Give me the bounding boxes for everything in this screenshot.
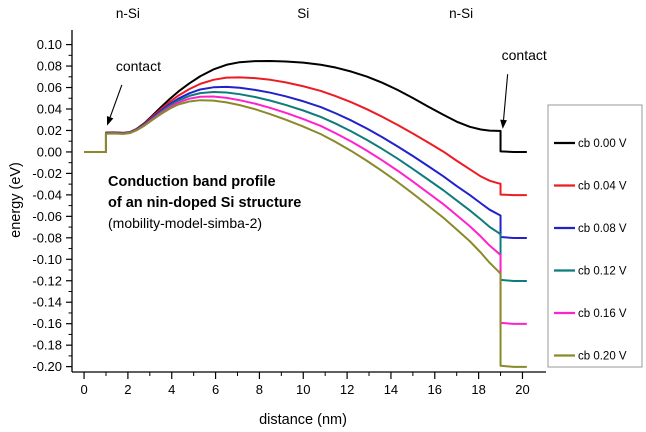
- legend-label[interactable]: cb 0.04 V: [578, 181, 627, 193]
- legend-label[interactable]: cb 0.08 V: [578, 223, 627, 235]
- legend-box: [547, 104, 643, 368]
- y-axis-title: energy (eV): [8, 162, 24, 238]
- note-line: Conduction band profile: [108, 174, 276, 190]
- x-tick-label: 0: [80, 382, 87, 397]
- arrow-shaft: [109, 84, 123, 118]
- y-tick-label: -0.06: [32, 209, 62, 224]
- y-tick-label: 0.10: [37, 37, 62, 52]
- y-tick-label: 0.00: [37, 144, 62, 159]
- x-tick-label: 2: [124, 382, 131, 397]
- y-tick-label: -0.16: [32, 316, 62, 331]
- region-label: n-Si: [116, 6, 140, 21]
- x-tick-labels: 0 2 4 6 8 10 12 14 16 18 20: [80, 382, 529, 397]
- x-tick-label: 10: [296, 382, 310, 397]
- data-series: [84, 60, 527, 368]
- region-label: n-Si: [449, 6, 473, 21]
- note-line: (mobility-model-simba-2): [108, 215, 262, 231]
- y-tick-label: 0.06: [37, 80, 62, 95]
- arrow-head: [106, 116, 114, 126]
- y-tick-label: -0.08: [32, 230, 62, 245]
- y-tick-label: -0.18: [32, 338, 62, 353]
- axes: [66, 30, 546, 379]
- x-tick-label: 16: [428, 382, 442, 397]
- x-tick-label: 12: [340, 382, 354, 397]
- y-tick-label: 0.02: [37, 123, 62, 138]
- series-line: [84, 99, 527, 368]
- y-tick-labels: 0.10 0.08 0.06 0.04 0.02 0.00 -0.02 -0.04 -0.06 -…: [32, 37, 62, 374]
- region-labels: n-Si Si n-Si: [116, 6, 473, 21]
- y-tick-label: -0.14: [32, 295, 62, 310]
- y-tick-label: -0.12: [32, 273, 62, 288]
- y-tick-label: -0.04: [32, 187, 62, 202]
- x-axis-title: distance (nm): [259, 412, 347, 428]
- note-line: of an nin-doped Si structure: [108, 195, 301, 211]
- arrow-shaft: [502, 74, 509, 120]
- x-tick-label: 14: [384, 382, 398, 397]
- contact-label: contact: [502, 47, 547, 63]
- legend-label[interactable]: cb 0.16 V: [578, 308, 627, 320]
- legend[interactable]: cb 0.00 V cb 0.04 V cb 0.08 V cb 0.12 V cb 0…: [547, 104, 643, 368]
- contact-label: contact: [116, 58, 161, 74]
- contact-annotations: contact contact: [106, 47, 547, 129]
- x-tick-label: 20: [515, 382, 529, 397]
- y-tick-label: 0.04: [37, 101, 62, 116]
- y-tick-label: 0.08: [37, 59, 62, 74]
- legend-label[interactable]: cb 0.20 V: [578, 351, 627, 363]
- x-tick-label: 4: [168, 382, 175, 397]
- arrow-head: [500, 119, 507, 129]
- x-tick-label: 8: [256, 382, 263, 397]
- y-tick-label: -0.20: [32, 359, 62, 374]
- x-tick-label: 6: [212, 382, 219, 397]
- y-tick-label: -0.10: [32, 252, 62, 267]
- x-tick-label: 18: [471, 382, 485, 397]
- region-label: Si: [297, 6, 309, 21]
- chart-note: Conduction band profile of an nin-doped S…: [108, 174, 301, 231]
- legend-label[interactable]: cb 0.00 V: [578, 138, 627, 150]
- y-tick-label: -0.02: [32, 166, 62, 181]
- legend-label[interactable]: cb 0.12 V: [578, 266, 627, 278]
